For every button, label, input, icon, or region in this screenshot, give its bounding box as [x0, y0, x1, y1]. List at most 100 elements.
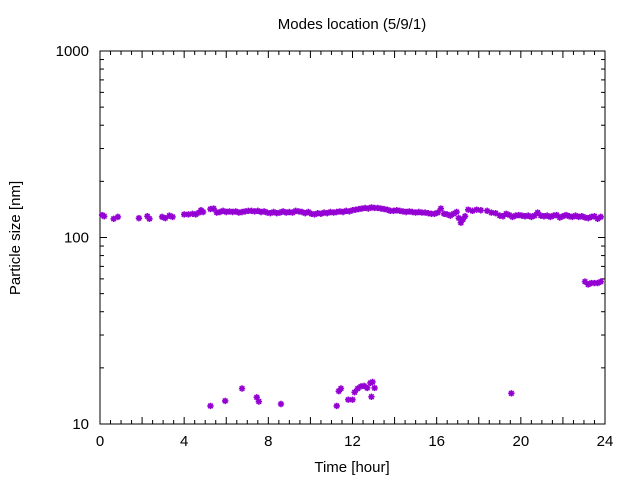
data-point — [135, 214, 143, 222]
data-point — [279, 208, 287, 215]
data-point — [255, 398, 263, 405]
data-point — [431, 210, 438, 217]
data-point — [260, 208, 268, 215]
y-tick-label: 1000 — [56, 43, 89, 60]
data-point — [455, 214, 462, 222]
data-point — [531, 212, 538, 219]
data-point — [597, 278, 604, 285]
data-point — [349, 396, 356, 403]
x-tick-label: 0 — [96, 433, 104, 450]
data-points — [98, 204, 604, 410]
data-point — [289, 209, 296, 216]
data-point — [277, 400, 285, 408]
data-point — [584, 214, 592, 222]
x-tick-labels: 0 4 8 12 16 20 24 — [96, 433, 614, 450]
data-point — [591, 213, 598, 220]
data-point — [351, 389, 358, 396]
data-point — [216, 208, 224, 216]
data-point — [345, 396, 352, 403]
plot-frame — [99, 50, 606, 425]
data-point — [365, 205, 372, 212]
data-point — [483, 207, 491, 215]
data-point — [524, 212, 532, 219]
data-point — [450, 210, 457, 217]
data-point — [447, 212, 454, 219]
data-point — [335, 387, 343, 395]
data-point — [337, 385, 345, 392]
data-point — [360, 382, 368, 390]
data-point — [492, 209, 499, 217]
data-point — [354, 385, 361, 392]
data-point — [457, 219, 465, 226]
data-point — [502, 210, 510, 217]
data-point — [276, 209, 284, 216]
data-point — [559, 213, 567, 220]
data-point — [301, 209, 309, 217]
data-point — [508, 390, 515, 397]
data-point — [367, 379, 374, 387]
x-tick-label: 12 — [344, 433, 361, 450]
data-point — [169, 213, 176, 221]
data-point — [114, 213, 122, 221]
y-axis-label: Particle size [nm] — [7, 181, 24, 295]
data-point — [144, 213, 151, 220]
data-point — [509, 213, 516, 221]
data-point — [437, 205, 445, 212]
data-point — [434, 209, 441, 216]
data-point — [477, 207, 485, 214]
data-point — [473, 206, 480, 213]
data-point — [232, 208, 239, 215]
data-point — [221, 397, 229, 405]
data-point — [324, 209, 331, 217]
data-point — [219, 207, 227, 215]
data-point — [185, 211, 192, 218]
data-point — [556, 214, 563, 221]
axis-ticks — [99, 50, 606, 425]
data-point — [572, 212, 579, 219]
data-point — [317, 210, 325, 217]
x-tick-label: 8 — [264, 433, 272, 450]
x-tick-label: 20 — [512, 433, 529, 450]
data-point — [364, 384, 371, 392]
data-point — [346, 208, 353, 215]
data-point — [254, 207, 262, 215]
data-point — [488, 209, 495, 216]
data-point — [581, 278, 589, 285]
data-point — [101, 213, 108, 220]
data-point — [562, 211, 570, 219]
data-point — [333, 402, 340, 410]
data-point — [110, 215, 117, 222]
data-point — [371, 384, 378, 392]
data-point — [158, 213, 166, 221]
data-point — [547, 213, 554, 221]
data-point — [469, 207, 476, 215]
data-point — [465, 206, 472, 213]
x-axis-label: Time [hour] — [314, 459, 389, 476]
data-point — [578, 213, 586, 220]
data-point — [210, 205, 217, 212]
data-point — [594, 279, 601, 287]
data-point — [528, 213, 535, 221]
data-point — [443, 211, 451, 218]
data-point — [597, 213, 604, 221]
data-point — [267, 209, 274, 217]
data-point — [584, 281, 592, 288]
data-point — [453, 208, 460, 216]
data-point — [506, 211, 513, 219]
data-point — [594, 215, 601, 222]
data-point — [461, 213, 469, 220]
y-tick-labels: 10 100 1000 — [56, 43, 89, 433]
data-point — [499, 213, 507, 220]
data-point — [180, 211, 188, 218]
data-point — [311, 211, 318, 218]
data-point — [192, 211, 199, 218]
data-point — [253, 394, 260, 401]
data-point — [146, 215, 153, 222]
data-point — [238, 385, 246, 392]
y-tick-label: 10 — [72, 416, 89, 433]
data-point — [270, 208, 277, 216]
x-tick-label: 4 — [180, 433, 188, 450]
chart-title: Modes location (5/9/1) — [278, 16, 426, 33]
data-point — [569, 213, 576, 221]
